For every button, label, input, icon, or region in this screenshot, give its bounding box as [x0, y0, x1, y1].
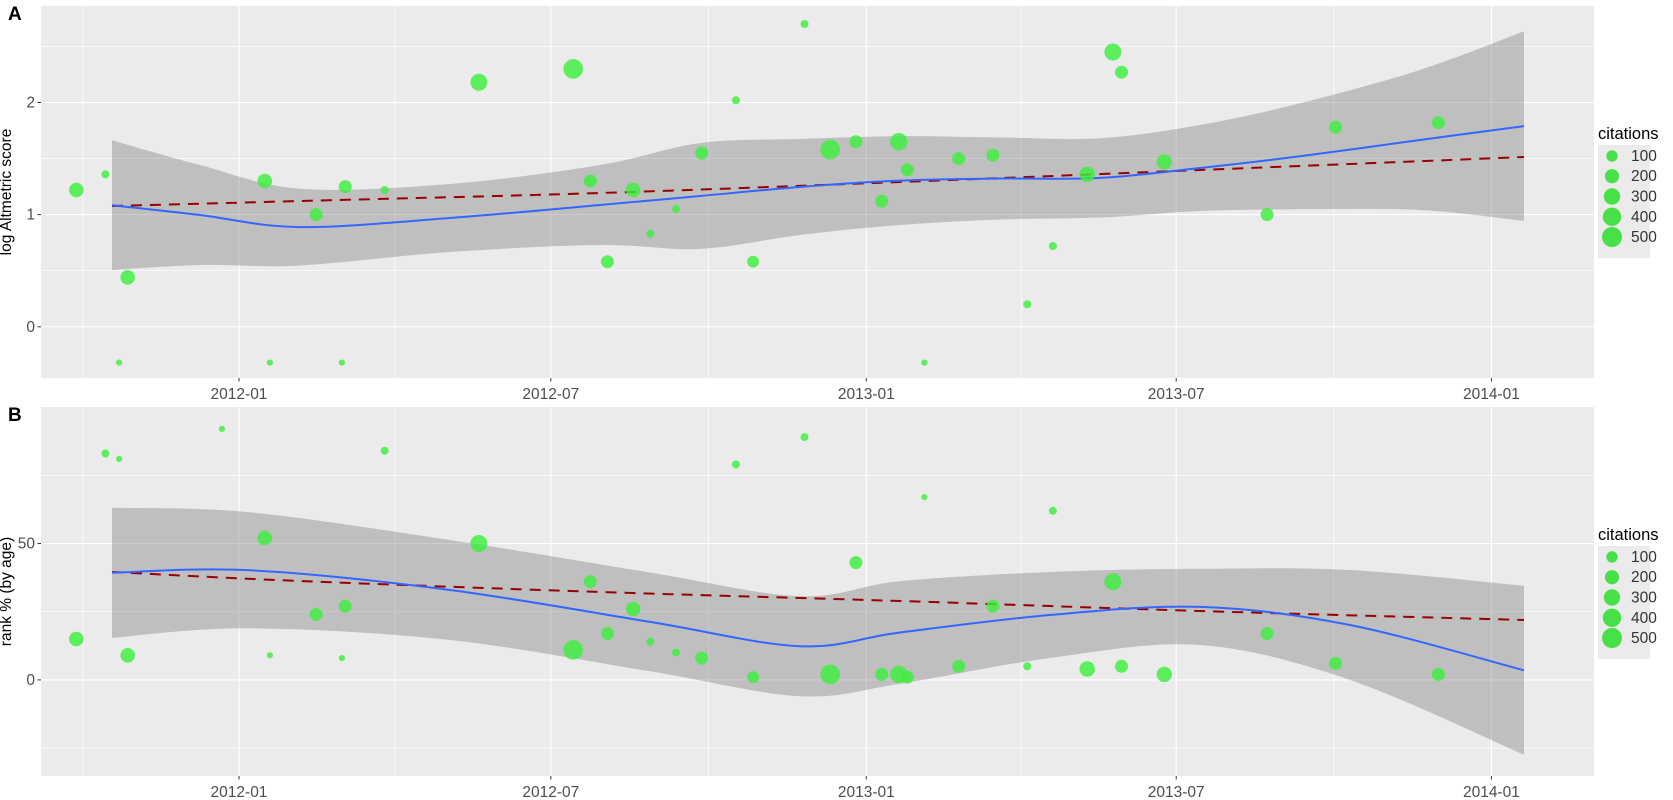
svg-text:citations: citations	[1598, 526, 1659, 544]
svg-text:2: 2	[26, 95, 35, 112]
svg-text:400: 400	[1631, 610, 1657, 627]
svg-text:citations: citations	[1598, 125, 1659, 143]
svg-text:2013-07: 2013-07	[1148, 784, 1205, 800]
svg-text:2012-07: 2012-07	[522, 386, 579, 403]
svg-text:0: 0	[26, 672, 35, 689]
svg-text:500: 500	[1631, 630, 1657, 647]
svg-text:2013-01: 2013-01	[838, 784, 895, 800]
svg-text:200: 200	[1631, 569, 1657, 586]
svg-text:400: 400	[1631, 209, 1657, 226]
svg-text:2014-01: 2014-01	[1463, 784, 1520, 800]
svg-text:2013-01: 2013-01	[838, 386, 895, 403]
svg-text:200: 200	[1631, 168, 1657, 185]
svg-text:300: 300	[1631, 590, 1657, 607]
svg-text:2012-01: 2012-01	[211, 386, 268, 403]
svg-text:50: 50	[18, 536, 36, 553]
svg-text:2012-01: 2012-01	[211, 784, 268, 800]
svg-text:rank % (by age): rank % (by age)	[0, 537, 15, 646]
svg-text:2012-07: 2012-07	[522, 784, 579, 800]
svg-text:500: 500	[1631, 229, 1657, 246]
svg-text:log Altmetric score: log Altmetric score	[0, 129, 15, 256]
svg-text:2013-07: 2013-07	[1148, 386, 1205, 403]
svg-text:0: 0	[26, 319, 35, 336]
svg-text:B: B	[8, 405, 22, 426]
svg-text:A: A	[8, 4, 22, 25]
svg-text:1: 1	[26, 207, 35, 224]
svg-text:100: 100	[1631, 148, 1657, 165]
svg-text:100: 100	[1631, 549, 1657, 566]
svg-text:300: 300	[1631, 189, 1657, 206]
svg-text:2014-01: 2014-01	[1463, 386, 1520, 403]
